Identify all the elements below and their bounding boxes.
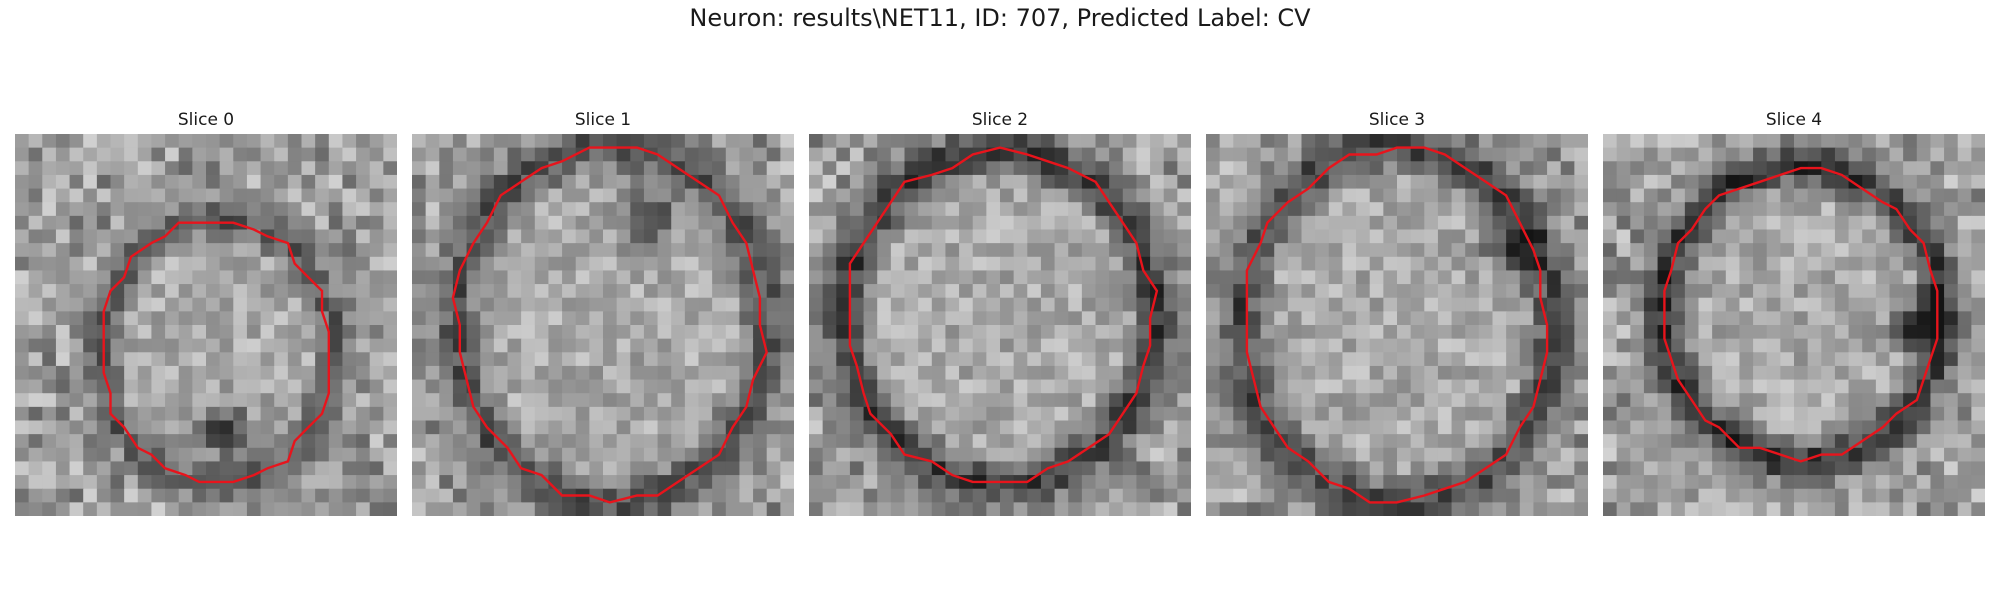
pixel-grid (15, 134, 397, 516)
slice-panel-4: Slice 4 (1603, 110, 1985, 516)
slice-image (1603, 134, 1985, 516)
slice-panel-3: Slice 3 (1206, 110, 1588, 516)
slice-image (412, 134, 794, 516)
segmentation-contour (451, 146, 768, 504)
slice-svg (15, 134, 397, 516)
slice-image (809, 134, 1191, 516)
segmentation-contour (848, 146, 1159, 484)
slice-svg (1603, 134, 1985, 516)
slice-svg (412, 134, 794, 516)
slice-title: Slice 0 (177, 110, 235, 130)
slice-title: Slice 2 (971, 110, 1029, 130)
slice-image (15, 134, 397, 516)
slice-title: Slice 1 (574, 110, 632, 130)
segmentation-contour (1245, 146, 1549, 504)
slice-svg (1206, 134, 1588, 516)
slice-image (1206, 134, 1588, 516)
slice-panel-1: Slice 1 (412, 110, 794, 516)
pixel-grid (809, 134, 1191, 516)
slice-title: Slice 4 (1765, 110, 1823, 130)
segmentation-contour (1663, 166, 1939, 463)
slice-panel-2: Slice 2 (809, 110, 1191, 516)
slice-title: Slice 3 (1368, 110, 1426, 130)
pixel-grid (1206, 134, 1588, 516)
slice-svg (809, 134, 1191, 516)
pixel-grid (412, 134, 794, 516)
segmentation-contour (102, 221, 330, 484)
figure-title: Neuron: results\NET11, ID: 707, Predicte… (689, 4, 1311, 32)
slice-panel-0: Slice 0 (15, 110, 397, 516)
